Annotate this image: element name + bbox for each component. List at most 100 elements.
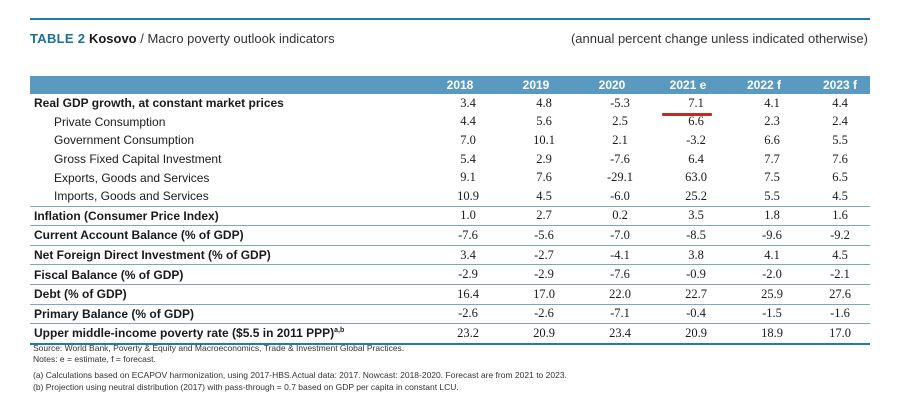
row-label: Upper middle-income poverty rate ($5.5 i… <box>30 323 430 345</box>
table-row: Government Consumption 7.0 10.1 2.1 -3.2 6.6 5… <box>30 131 870 150</box>
table-row: Debt (% of GDP) 16.4 17.0 22.0 22.7 25.9 27.6 <box>30 283 870 305</box>
value-cell: -7.0 <box>582 225 658 246</box>
value-cell: 18.9 <box>734 323 810 345</box>
value-cell: 0.2 <box>582 205 658 226</box>
value-cell: 10.9 <box>457 188 479 203</box>
value-cell: 1.8 <box>734 205 810 226</box>
year-header: 2020 <box>598 78 626 92</box>
year-header: 2018 <box>446 78 474 92</box>
row-label: Government Consumption <box>54 133 195 148</box>
value-cell: -2.9 <box>506 264 582 285</box>
indicators-table: Real GDP growth, at constant market pric… <box>30 94 870 345</box>
value-cell: -7.1 <box>582 303 658 324</box>
table-unit-note: (annual percent change unless indicated … <box>570 31 868 46</box>
value-cell: 4.1 <box>734 244 810 265</box>
year-header: 2019 <box>522 78 550 92</box>
value-cell: -8.5 <box>658 225 734 246</box>
value-cell: 1.0 <box>430 205 506 226</box>
value-cell: 17.0 <box>506 283 582 305</box>
value-cell: 5.5 <box>832 132 848 147</box>
table-row: Gross Fixed Capital Investment 5.4 2.9 -7.6… <box>30 150 870 169</box>
value-cell: 17.0 <box>810 323 870 345</box>
value-cell: 6.4 <box>688 151 704 166</box>
value-cell: -5.3 <box>610 95 630 110</box>
table-row: Inflation (Consumer Price Index) 1.0 2.7 0.… <box>30 205 870 226</box>
footnote-b: (b) Projection using neutral distributio… <box>33 382 459 392</box>
footnote-marker: a,b <box>334 327 345 335</box>
value-cell: 2.1 <box>612 132 628 147</box>
table-row: Real GDP growth, at constant market pric… <box>30 94 870 113</box>
value-cell: -2.6 <box>506 303 582 324</box>
value-cell: 4.4 <box>832 95 848 110</box>
table-title: TABLE 2 Kosovo / Macro poverty outlook i… <box>30 31 870 53</box>
value-cell: -29.1 <box>606 170 634 185</box>
table-row: Fiscal Balance (% of GDP) -2.9 -2.9 -7.6 -0.… <box>30 264 870 285</box>
value-cell: -6.0 <box>610 188 630 203</box>
value-cell: -9.2 <box>810 225 870 246</box>
value-cell: -2.1 <box>810 264 870 285</box>
footnote-a: (a) Calculations based on ECAPOV harmoni… <box>33 370 567 380</box>
value-cell: -0.9 <box>658 264 734 285</box>
value-cell: 10.1 <box>533 132 555 147</box>
value-cell: 9.1 <box>460 170 476 185</box>
value-cell: 3.4 <box>430 244 506 265</box>
value-cell: -3.2 <box>686 132 706 147</box>
value-cell: 4.5 <box>810 244 870 265</box>
value-cell: 6.6 <box>764 132 780 147</box>
row-label: Real GDP growth, at constant market pric… <box>34 96 284 111</box>
value-cell: 5.4 <box>460 151 476 166</box>
value-cell: 2.3 <box>764 114 780 129</box>
value-cell: 25.9 <box>734 283 810 305</box>
value-cell: 4.8 <box>536 95 552 110</box>
row-label: Imports, Goods and Services <box>54 189 209 204</box>
value-cell: 22.0 <box>582 283 658 305</box>
value-cell: -4.1 <box>582 244 658 265</box>
value-cell: 22.7 <box>658 283 734 305</box>
table-number: TABLE 2 <box>30 31 86 46</box>
top-rule <box>30 18 870 20</box>
value-cell: 7.6 <box>536 170 552 185</box>
value-cell: 25.2 <box>685 188 707 203</box>
row-label: Gross Fixed Capital Investment <box>54 152 222 167</box>
value-cell: 23.4 <box>582 323 658 345</box>
year-header: 2022 f <box>746 78 782 92</box>
abbreviation-note: Notes: e = estimate, f = forecast. <box>33 354 156 364</box>
value-cell: 4.4 <box>460 114 476 129</box>
value-cell: -1.6 <box>810 303 870 324</box>
value-cell: 3.5 <box>658 205 734 226</box>
value-cell: 4.5 <box>536 188 552 203</box>
table-row: Net Foreign Direct Investment (% of GDP)… <box>30 244 870 265</box>
year-header: 2023 f <box>822 78 858 92</box>
table-title-text: Macro poverty outlook indicators <box>147 31 335 46</box>
value-cell: 7.1 <box>688 95 704 110</box>
row-label: Current Account Balance (% of GDP) <box>30 225 430 246</box>
value-cell: 3.8 <box>658 244 734 265</box>
value-cell: 27.6 <box>810 283 870 305</box>
table-row: Primary Balance (% of GDP) -2.6 -2.6 -7.1 -0… <box>30 303 870 324</box>
value-cell: -1.5 <box>734 303 810 324</box>
row-label: Private Consumption <box>54 114 166 129</box>
value-cell: -2.6 <box>430 303 506 324</box>
highlight-underline <box>662 113 712 116</box>
value-cell: -7.6 <box>582 264 658 285</box>
value-cell: 7.0 <box>460 132 476 147</box>
value-cell: 7.6 <box>832 151 848 166</box>
value-cell: -7.6 <box>610 151 630 166</box>
value-cell: 23.2 <box>430 323 506 345</box>
table-row: Imports, Goods and Services 10.9 4.5 -6.0 25… <box>30 187 870 206</box>
value-cell: 4.1 <box>764 95 780 110</box>
value-cell: -2.0 <box>734 264 810 285</box>
value-cell: 5.6 <box>536 114 552 129</box>
source-note: Source: World Bank, Poverty & Equity and… <box>33 343 405 353</box>
value-cell: 16.4 <box>430 283 506 305</box>
row-label: Exports, Goods and Services <box>54 170 210 185</box>
table-row: Current Account Balance (% of GDP) -7.6 -5… <box>30 225 870 246</box>
value-cell: 7.5 <box>764 170 780 185</box>
value-cell: 6.5 <box>832 170 848 185</box>
value-cell: 3.4 <box>460 95 476 110</box>
value-cell: 7.7 <box>764 151 780 166</box>
value-cell: -7.6 <box>430 225 506 246</box>
row-label: Debt (% of GDP) <box>30 283 430 305</box>
value-cell: 1.6 <box>810 205 870 226</box>
table-row: Exports, Goods and Services 9.1 7.6 -29.1 63… <box>30 168 870 187</box>
